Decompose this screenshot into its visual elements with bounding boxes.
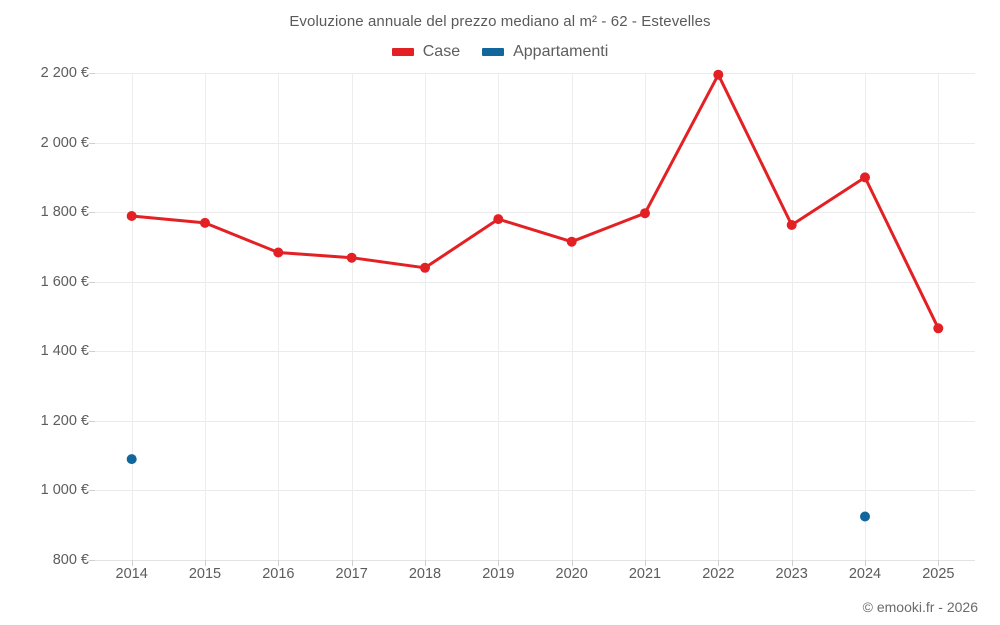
gridline-horizontal (95, 212, 975, 213)
chart-legend: Case Appartamenti (0, 44, 1000, 60)
gridline-horizontal (95, 490, 975, 491)
x-tick-label: 2017 (335, 566, 368, 582)
gridline-horizontal (95, 143, 975, 144)
y-tick-mark (89, 73, 95, 74)
x-tick-label: 2022 (702, 566, 735, 582)
gridline-vertical (938, 73, 939, 560)
x-tick-label: 2018 (408, 566, 442, 582)
y-tick-mark (89, 212, 95, 213)
data-point-case[interactable] (786, 220, 797, 230)
chart-title: Evoluzione annuale del prezzo mediano al… (289, 13, 711, 30)
x-tick-mark (132, 560, 133, 566)
legend-label-case: Case (422, 43, 461, 60)
gridline-vertical (205, 73, 206, 560)
gridline-vertical (352, 73, 353, 560)
series-line-case (130, 73, 940, 330)
y-tick-mark (89, 421, 95, 422)
y-tick-label: 1 200 € (40, 412, 89, 429)
y-tick-label: 800 € (52, 552, 89, 568)
gridline-horizontal (95, 73, 975, 74)
x-tick-label: 2016 (262, 566, 295, 582)
copyright-footer: © emooki.fr - 2026 (862, 599, 978, 615)
x-tick-mark (718, 560, 719, 566)
data-point-case[interactable] (273, 247, 284, 258)
y-axis-labels: 800 € 1 000 € 1 200 € 1 400 € 1 600 € 1 800 €… (0, 65, 89, 568)
x-tick-mark (865, 560, 866, 566)
legend-item-case[interactable]: Case (391, 43, 461, 60)
gridline-vertical (718, 73, 719, 560)
gridline-vertical (792, 73, 793, 560)
data-point-appartamenti[interactable] (860, 511, 870, 522)
plot-area (89, 69, 975, 566)
x-tick-mark (572, 560, 573, 566)
x-tick-label: 2014 (115, 566, 148, 582)
x-tick-mark (425, 560, 426, 566)
x-tick-label: 2025 (922, 566, 955, 582)
gridline-horizontal (95, 351, 975, 352)
data-point-appartamenti[interactable] (126, 454, 137, 465)
gridline-horizontal (95, 560, 975, 561)
data-point-case[interactable] (420, 262, 430, 273)
x-tick-mark (645, 560, 646, 566)
y-tick-label: 2 200 € (40, 65, 89, 81)
data-point-case[interactable] (566, 236, 577, 247)
data-point-case[interactable] (933, 323, 944, 334)
x-tick-mark (205, 560, 206, 566)
data-point-case[interactable] (126, 211, 137, 221)
y-tick-label: 2 000 € (40, 134, 89, 151)
data-point-case[interactable] (860, 172, 870, 183)
gridline-vertical (865, 73, 866, 560)
gridline-horizontal (95, 282, 975, 283)
x-tick-label: 2024 (848, 566, 882, 582)
y-tick-label: 1 400 € (40, 343, 89, 360)
x-tick-mark (938, 560, 939, 566)
y-tick-mark (89, 560, 95, 561)
gridline-vertical (425, 73, 426, 560)
gridline-vertical (278, 73, 279, 560)
y-tick-label: 1 800 € (40, 204, 89, 221)
gridline-vertical (572, 73, 573, 560)
data-series-layer (126, 69, 944, 522)
gridline-horizontal (95, 421, 975, 422)
y-tick-mark (89, 282, 95, 283)
legend-swatch-case (391, 48, 414, 56)
legend-item-appartamenti[interactable]: Appartamenti (482, 44, 608, 60)
x-tick-mark (352, 560, 353, 566)
x-tick-label: 2023 (775, 566, 808, 582)
y-tick-label: 1 600 € (40, 273, 89, 290)
x-axis-labels: 2014 2015 2016 2017 2018 2019 2020 2021 2022 2023… (95, 566, 975, 590)
y-tick-mark (89, 143, 95, 144)
legend-label-appartamenti: Appartamenti (513, 43, 609, 60)
data-point-case[interactable] (713, 69, 724, 80)
x-tick-mark (792, 560, 793, 566)
gridline-vertical (645, 73, 646, 560)
gridline-vertical (132, 73, 133, 560)
y-tick-mark (89, 351, 95, 352)
gridline-vertical (498, 73, 499, 560)
data-point-case[interactable] (640, 208, 650, 219)
data-point-case[interactable] (493, 214, 504, 225)
data-point-case[interactable] (346, 252, 357, 263)
x-tick-label: 2020 (555, 566, 588, 582)
x-tick-label: 2019 (482, 566, 515, 582)
x-tick-label: 2021 (628, 566, 662, 582)
y-tick-label: 1 000 € (40, 482, 89, 499)
x-tick-mark (498, 560, 499, 566)
y-tick-mark (89, 490, 95, 491)
legend-swatch-appartamenti (482, 48, 505, 56)
x-tick-label: 2015 (188, 566, 222, 582)
x-tick-mark (278, 560, 279, 566)
data-point-case[interactable] (200, 217, 210, 228)
